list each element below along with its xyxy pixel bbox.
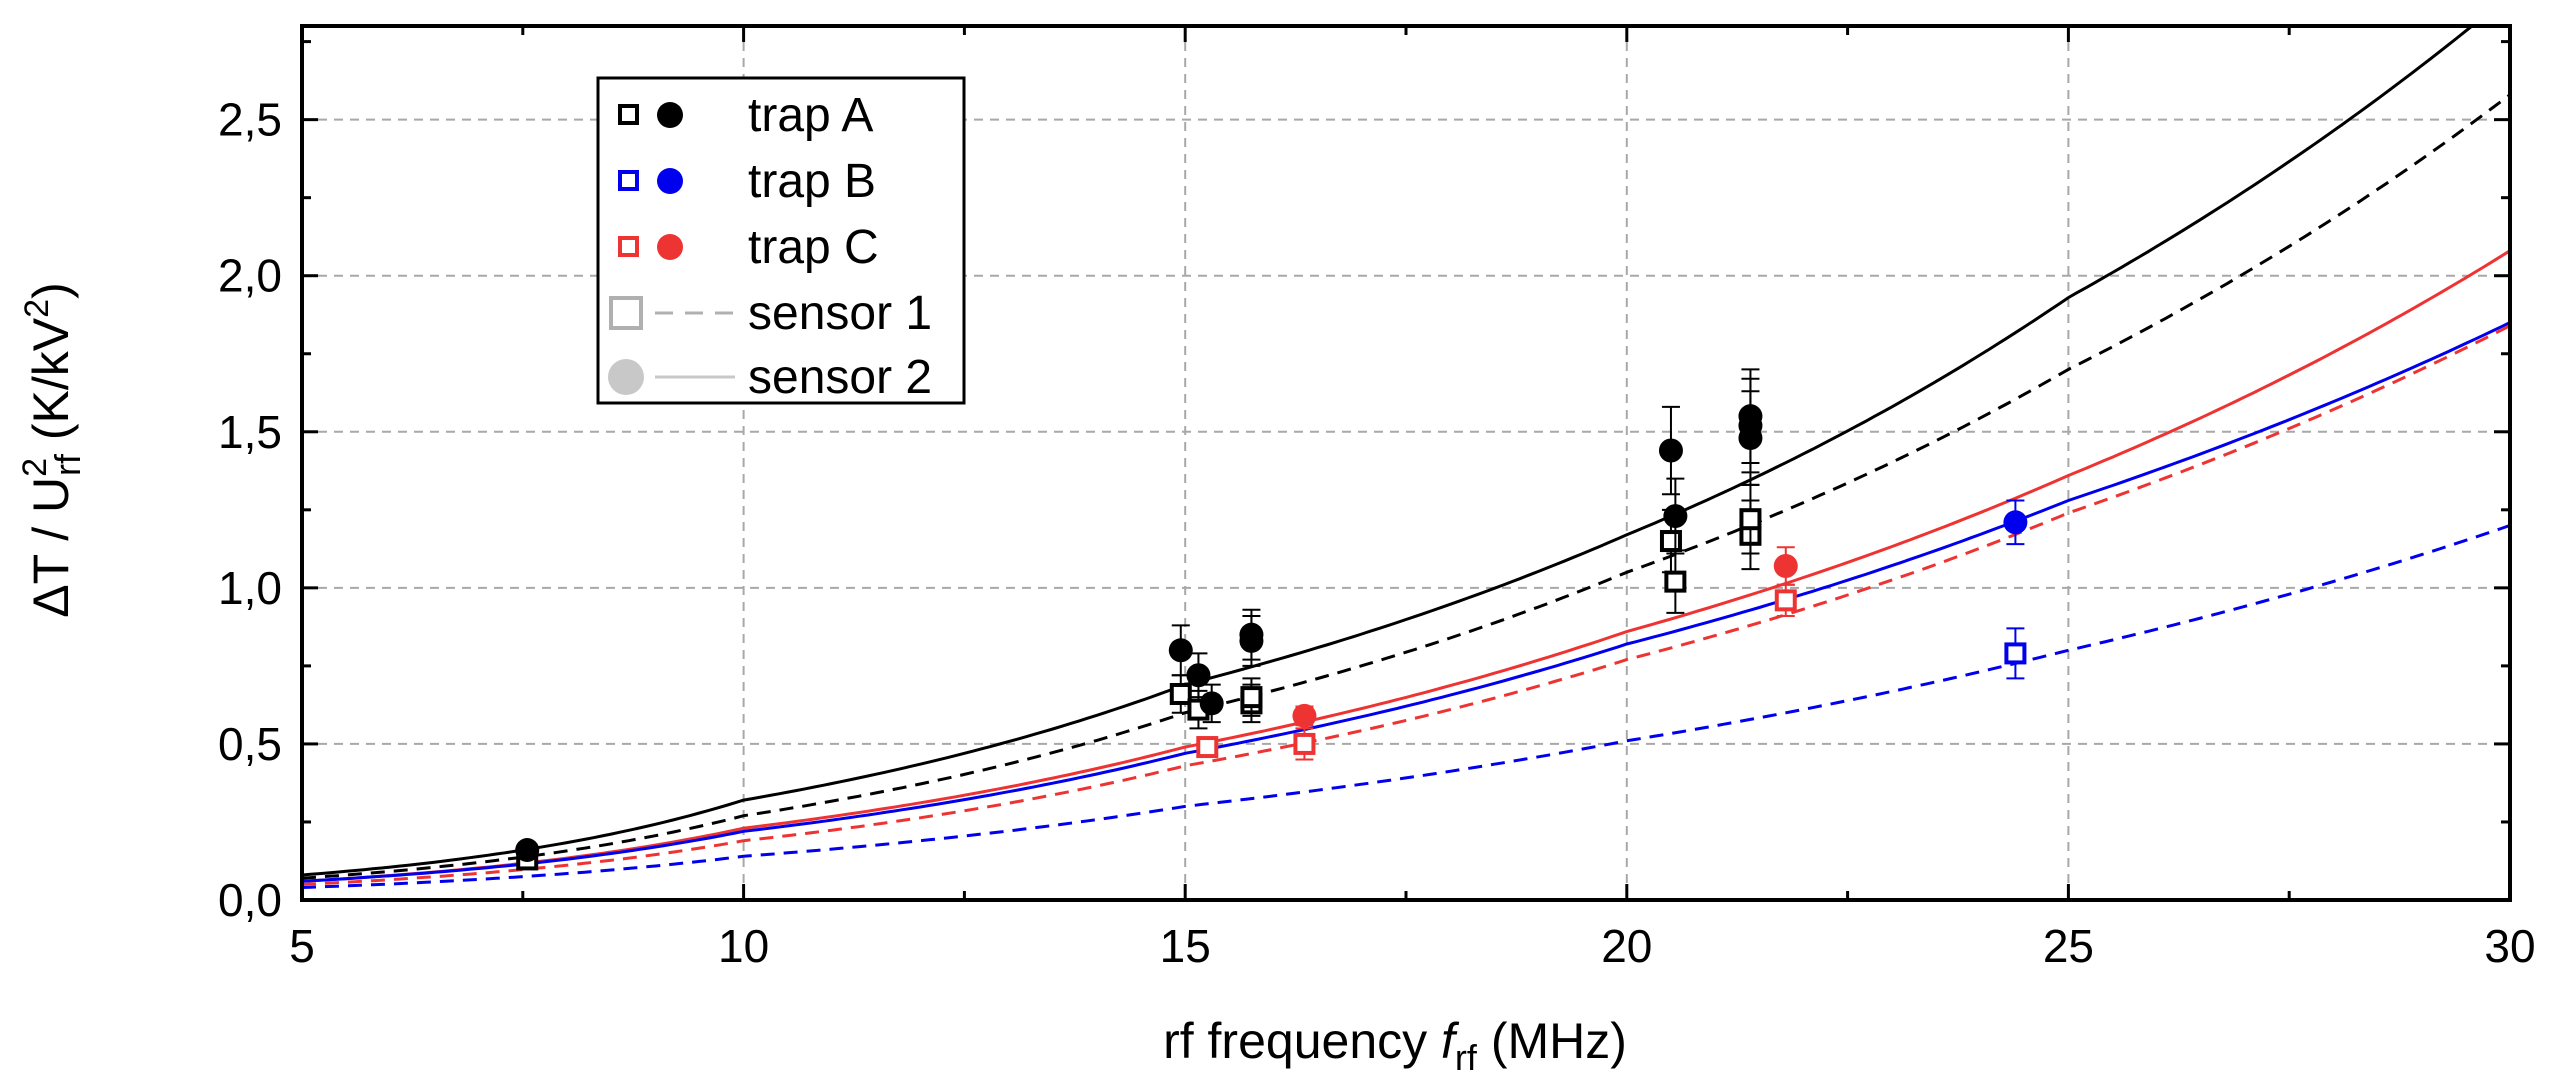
- marker-square: [1659, 530, 1682, 553]
- legend-marker-circle: [657, 168, 683, 194]
- data-point: [515, 838, 540, 863]
- data-point: [1168, 624, 1193, 677]
- marker-circle: [1663, 504, 1688, 529]
- y-tick-label: 1,5: [218, 406, 282, 458]
- marker-square: [1293, 732, 1316, 755]
- marker-square: [1774, 589, 1797, 612]
- legend-label: trap B: [748, 155, 876, 208]
- legend-marker-circle: [657, 102, 683, 128]
- y-tick-label: 0,5: [218, 718, 282, 770]
- x-tick-label: 20: [1601, 920, 1652, 972]
- data-point: [1196, 736, 1219, 759]
- data-point: [1738, 368, 1763, 464]
- y-axis-label: ΔT / U2rf (K/kV2): [16, 282, 88, 617]
- y-tick-label: 2,5: [218, 94, 282, 146]
- legend-entry-sensor-1: sensor 1: [609, 287, 932, 340]
- marker-circle: [2003, 510, 2028, 535]
- y-tick-label: 0,0: [218, 874, 282, 926]
- marker-circle: [1738, 404, 1763, 429]
- legend-label: trap C: [748, 221, 879, 274]
- fit-curve: [302, 26, 2475, 877]
- marker-square: [2004, 642, 2027, 665]
- data-point: [1658, 405, 1683, 496]
- marker-circle: [1773, 554, 1798, 579]
- x-tick-label: 25: [2043, 920, 2094, 972]
- data-point: [1240, 677, 1263, 717]
- marker-circle: [1292, 703, 1317, 728]
- data-point: [1239, 608, 1264, 661]
- legend-entry-trap-c: trap C: [618, 221, 879, 274]
- marker-circle: [1658, 438, 1683, 463]
- legend-label: sensor 1: [748, 287, 932, 340]
- grid: [302, 26, 2510, 900]
- legend-marker-square: [618, 236, 639, 257]
- data-point: [1774, 583, 1797, 617]
- fit-curve: [302, 249, 2510, 883]
- legend-marker-circle: [657, 234, 683, 260]
- tick-labels: 5 10 15 20 25 30 0,0 0,5 1,0 1,5 2,0 2,5: [218, 94, 2536, 972]
- legend-marker-square: [618, 170, 639, 191]
- fit-curves: [302, 26, 2510, 889]
- fit-curve: [302, 93, 2510, 880]
- legend-label: trap A: [748, 89, 873, 142]
- data-point: [2004, 627, 2027, 680]
- x-tick-label: 5: [289, 920, 315, 972]
- fit-curve: [302, 321, 2510, 883]
- marker-square: [1169, 682, 1192, 705]
- marker-circle: [1186, 663, 1211, 688]
- data-point: [1663, 477, 1688, 555]
- y-tick-label: 2,0: [218, 250, 282, 302]
- x-tick-label: 30: [2484, 920, 2535, 972]
- data-points: [515, 368, 2028, 871]
- marker-circle: [1199, 691, 1224, 716]
- fit-curve: [302, 324, 2510, 886]
- legend-marker-square: [609, 296, 643, 330]
- data-point: [1292, 703, 1317, 728]
- data-point: [1199, 683, 1224, 724]
- x-tick-label: 10: [718, 920, 769, 972]
- marker-circle: [1239, 622, 1264, 647]
- data-point: [1169, 674, 1192, 714]
- marker-square: [1664, 570, 1687, 593]
- y-tick-label: 1,0: [218, 562, 282, 614]
- marker-circle: [515, 838, 540, 863]
- data-point: [1739, 483, 1762, 555]
- legend-entry-trap-b: trap B: [618, 155, 876, 208]
- data-point: [1664, 549, 1687, 614]
- legend-label: sensor 2: [748, 351, 932, 404]
- marker-square: [1240, 686, 1263, 709]
- axis-ticks: [300, 26, 2512, 902]
- legend-entry-trap-a: trap A: [618, 89, 873, 142]
- fit-curve: [302, 523, 2510, 889]
- marker-square: [1739, 508, 1762, 531]
- marker-circle: [1168, 638, 1193, 663]
- legend-marker-square: [618, 104, 639, 125]
- legend: trap A trap B trap C sensor 1 sensor 2: [596, 76, 966, 405]
- marker-square: [1196, 736, 1219, 759]
- data-point: [1293, 727, 1316, 761]
- legend-entry-sensor-2: sensor 2: [608, 351, 932, 404]
- data-point: [2003, 499, 2028, 546]
- x-tick-label: 15: [1160, 920, 1211, 972]
- x-axis-label: rf frequency frf (MHz): [1163, 1013, 1627, 1078]
- legend-marker-circle: [608, 359, 644, 395]
- data-point: [1773, 546, 1798, 586]
